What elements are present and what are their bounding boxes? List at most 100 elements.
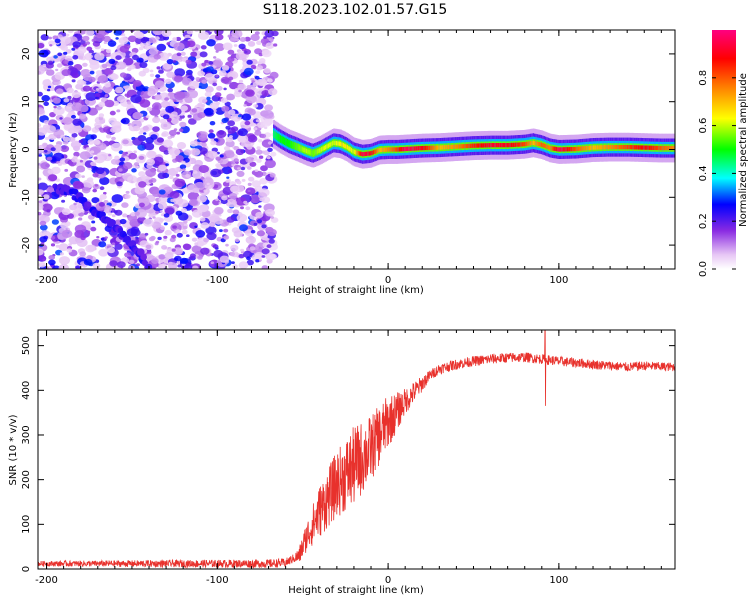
heatmap-noise-blob — [39, 236, 48, 243]
heatmap-ridge-cell — [292, 143, 295, 148]
heatmap-noise-blob — [233, 230, 243, 238]
heatmap-ridge-cell — [570, 147, 573, 152]
heatmap-noise-blob — [240, 206, 244, 210]
heatmap-noise-blob — [229, 135, 233, 139]
heatmap-noise-blob — [55, 88, 64, 95]
y-tick-label: 300 — [21, 425, 32, 444]
heatmap-ridge-cell — [300, 146, 303, 151]
heatmap-noise-blob — [237, 167, 241, 170]
heatmap-noise-blob — [103, 191, 107, 195]
heatmap-noise-blob — [198, 165, 209, 173]
heatmap-noise-blob — [243, 104, 247, 107]
heatmap-noise-blob — [247, 182, 252, 186]
heatmap-ridge-cell — [383, 147, 386, 152]
heatmap-noise-blob — [192, 187, 200, 193]
heatmap-noise-blob — [156, 66, 161, 70]
heatmap-noise-blob — [148, 179, 153, 183]
heatmap-ridge-cell — [398, 147, 401, 152]
heatmap-noise-blob — [66, 213, 74, 219]
heatmap-noise-blob — [174, 75, 183, 83]
heatmap-ridge-cell — [527, 141, 530, 146]
y-tick-label: 20 — [21, 48, 32, 61]
heatmap-noise-blob — [59, 252, 64, 256]
heatmap-ridge-cell — [446, 145, 449, 150]
heatmap-ridge-cell — [371, 150, 374, 156]
heatmap-noise-blob — [256, 158, 262, 163]
heatmap-noise-blob — [49, 112, 56, 118]
heatmap-noise-blob — [52, 97, 61, 104]
heatmap-noise-blob — [198, 31, 210, 40]
heatmap-noise-blob — [155, 74, 161, 78]
heatmap-noise-blob — [178, 128, 184, 132]
heatmap-noise-blob — [79, 151, 91, 160]
snr-frame — [37, 329, 676, 570]
heatmap-noise-blob — [244, 120, 251, 126]
heatmap-ridge-cell — [454, 144, 457, 149]
heatmap-noise-blob — [89, 61, 100, 70]
heatmap-ridge-cell — [278, 135, 281, 141]
heatmap-ridge-cell — [643, 145, 646, 150]
heatmap-noise-blob — [95, 167, 105, 175]
heatmap-noise-blob — [204, 91, 212, 98]
heatmap-ridge-cell — [375, 149, 378, 154]
heatmap-noise-blob — [262, 120, 272, 127]
heatmap-noise-blob — [95, 70, 103, 76]
heatmap-noise-blob — [131, 120, 142, 129]
heatmap-noise-blob — [68, 243, 72, 246]
heatmap-noise-blob — [261, 90, 270, 97]
heatmap-noise-blob — [254, 169, 259, 173]
heatmap-noise-blob — [183, 220, 188, 224]
heatmap-noise-blob — [250, 64, 257, 69]
heatmap-noise-blob — [181, 160, 186, 164]
heatmap-noise-blob — [99, 194, 107, 200]
heatmap-ridge-cell — [274, 133, 277, 138]
heatmap-noise-blob — [245, 89, 255, 97]
heatmap-noise-blob — [162, 114, 170, 120]
heatmap-noise-blob — [165, 105, 175, 113]
heatmap-ridge-cell — [330, 142, 333, 147]
heatmap-noise-blob — [168, 262, 178, 269]
heatmap-ridge-cell — [416, 146, 419, 151]
heatmap-ridge-cell — [361, 152, 364, 157]
heatmap-noise-blob — [102, 35, 111, 43]
heatmap-ridge-cell — [391, 147, 394, 152]
heatmap-noise-blob — [183, 149, 192, 156]
heatmap-noise-blob — [256, 230, 265, 237]
heatmap-noise-blob — [77, 30, 87, 35]
heatmap-ridge-cell — [476, 143, 479, 148]
heatmap-noise-blob — [79, 251, 87, 257]
heatmap-ridge-cell — [543, 143, 546, 148]
heatmap-noise-blob — [38, 255, 47, 262]
heatmap-ridge-cell — [610, 145, 613, 150]
heatmap-noise-blob — [95, 30, 107, 38]
heatmap-noise-blob — [238, 261, 249, 269]
heatmap-noise-blob — [165, 163, 169, 167]
heatmap-noise-blob — [227, 169, 233, 174]
heatmap-noise-blob — [77, 46, 87, 54]
heatmap-noise-blob — [122, 213, 128, 218]
heatmap-noise-blob — [261, 224, 267, 229]
heatmap-noise-blob — [149, 69, 154, 73]
heatmap-noise-blob — [58, 243, 69, 252]
heatmap-ridge-cell — [648, 145, 651, 150]
heatmap-noise-blob — [158, 69, 164, 74]
heatmap-noise-blob — [249, 194, 261, 204]
colorbar-tick-label: 0.2 — [698, 213, 709, 229]
heatmap-ridge-cell — [495, 143, 498, 148]
heatmap-noise-blob — [154, 36, 160, 41]
heatmap-noise-blob — [78, 212, 84, 217]
heatmap-ridge-cell — [453, 144, 456, 149]
heatmap-noise-blob — [157, 172, 167, 179]
heatmap-noise-blob — [38, 262, 46, 268]
heatmap-noise-blob — [255, 119, 260, 123]
heatmap-noise-blob — [247, 189, 251, 193]
heatmap-noise-blob — [236, 180, 242, 185]
y-tick-label: -20 — [21, 237, 32, 253]
heatmap-noise-blob — [135, 209, 147, 218]
heatmap-noise-blob — [174, 178, 186, 188]
heatmap-noise-blob — [68, 127, 76, 134]
heatmap-noise-blob — [258, 155, 264, 159]
heatmap-ridge-cell — [386, 147, 389, 152]
heatmap-noise-blob — [187, 191, 200, 201]
heatmap-noise-blob — [124, 93, 129, 97]
